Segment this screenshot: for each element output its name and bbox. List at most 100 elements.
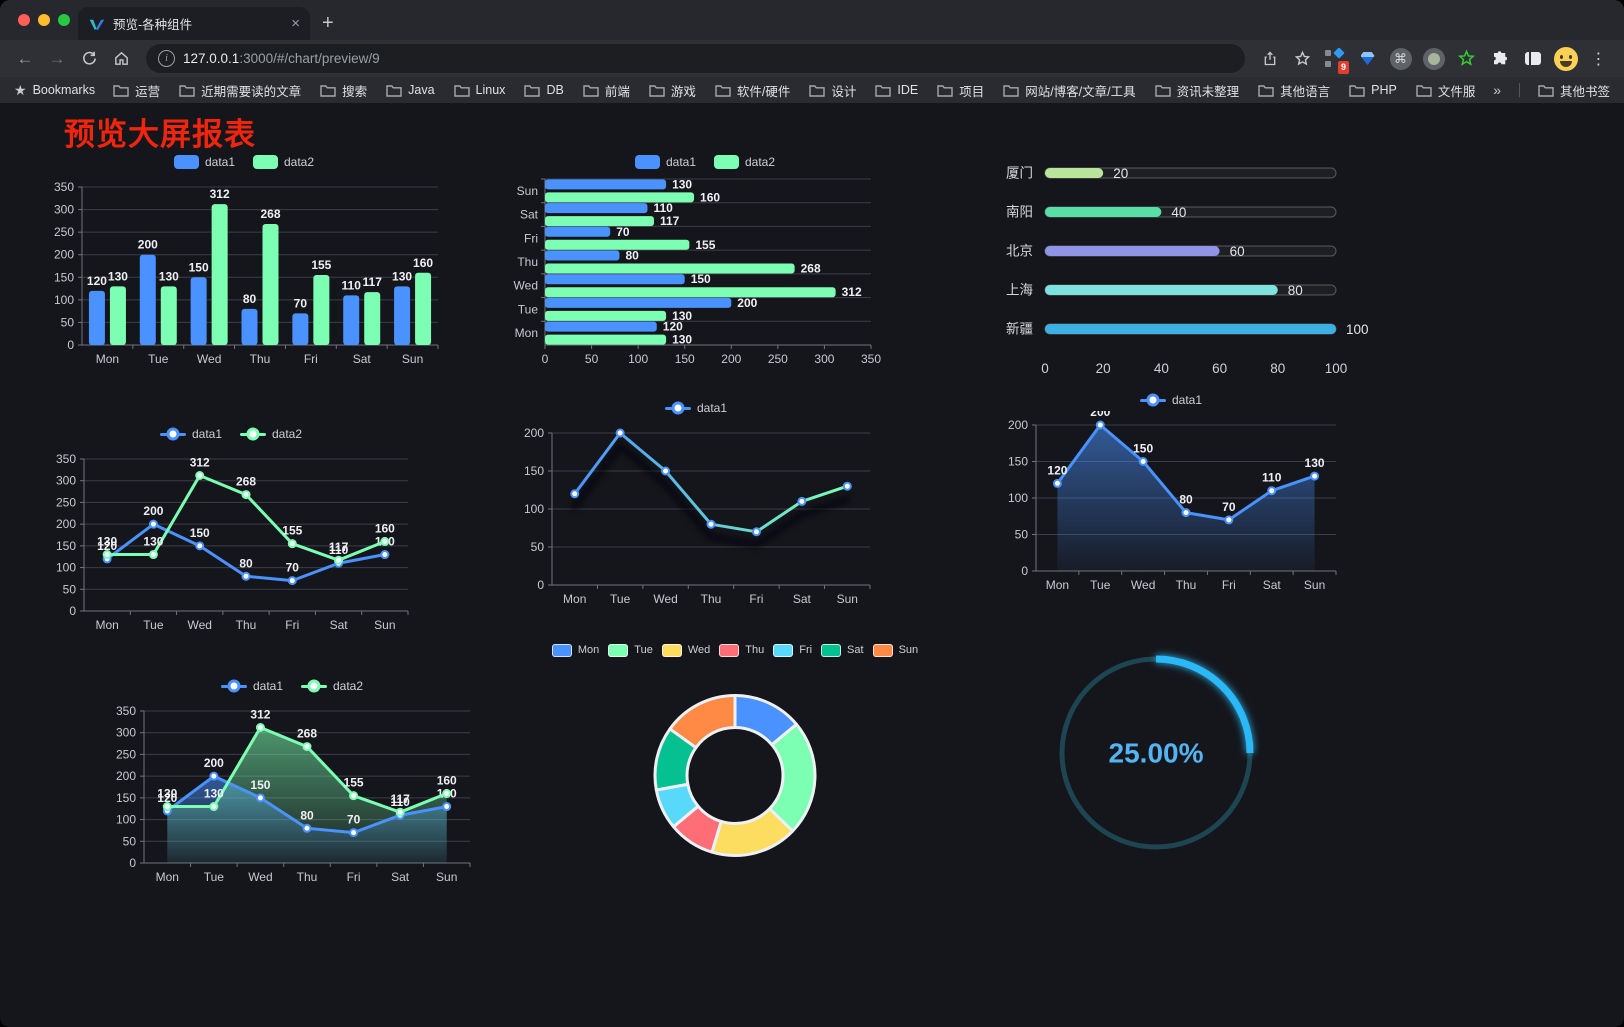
legend-item-data2[interactable]: data2: [714, 155, 775, 169]
legend-item-data1[interactable]: data1: [664, 401, 727, 415]
dot-extension-icon[interactable]: [1418, 44, 1449, 74]
svg-text:350: 350: [54, 180, 74, 194]
bookmark-folder[interactable]: IDE: [875, 81, 918, 100]
bookmark-folder[interactable]: 运营: [113, 81, 160, 100]
info-icon[interactable]: i: [158, 50, 175, 67]
bookmark-folder[interactable]: 网站/博客/文章/工具: [1003, 81, 1136, 100]
legend-item-Tue[interactable]: Tue: [608, 643, 653, 657]
series-data1[interactable]: 120 200 150 80 70 110 130: [545, 177, 758, 334]
bookmarks-label: Bookmarks: [32, 83, 96, 97]
series-data2[interactable]: 130 130 312 268 155 117 160: [97, 456, 395, 565]
bookmark-folder[interactable]: DB: [524, 81, 564, 100]
new-tab-button[interactable]: +: [322, 12, 334, 34]
legend-item-data2[interactable]: data2: [301, 679, 363, 693]
bookmark-folder[interactable]: 前端: [583, 81, 630, 100]
series-data2[interactable]: 130 130 312 268 155 117 160: [108, 187, 433, 345]
series-data1[interactable]: 120 200 150 80 70 110 130: [87, 238, 412, 345]
svg-text:上海: 上海: [1006, 283, 1033, 298]
svg-text:Sat: Sat: [520, 208, 539, 222]
bookmark-folder[interactable]: 设计: [809, 81, 856, 100]
home-icon[interactable]: [106, 44, 136, 74]
extensions-puzzle-icon[interactable]: [1484, 44, 1515, 74]
tab-close-icon[interactable]: ×: [291, 15, 300, 32]
svg-text:Mon: Mon: [1046, 578, 1069, 592]
legend-item-data1[interactable]: data1: [159, 427, 222, 441]
progress-row-新疆[interactable]: 新疆 100: [1006, 322, 1369, 338]
close-window-button[interactable]: [18, 14, 30, 26]
bookmark-folder[interactable]: 资讯未整理: [1154, 81, 1239, 100]
svg-text:80: 80: [1179, 493, 1193, 507]
other-bookmarks-folder[interactable]: 其他书签: [1538, 81, 1610, 100]
legend-item-Sun[interactable]: Sun: [872, 643, 918, 657]
series-data1[interactable]: 120 200 150 80 70 110 130: [97, 504, 395, 586]
bookmark-folder[interactable]: 项目: [937, 81, 984, 100]
pie-slice-Sun[interactable]: [668, 694, 737, 750]
svg-text:40: 40: [1171, 205, 1186, 220]
legend-item-Wed[interactable]: Wed: [661, 643, 710, 657]
series-data1[interactable]: 120 200 150 80 70 110 130: [1047, 411, 1325, 525]
svg-text:117: 117: [329, 540, 349, 554]
bookmark-folder[interactable]: 游戏: [649, 81, 696, 100]
green-star-extension-icon[interactable]: [1451, 44, 1482, 74]
svg-text:130: 130: [1305, 456, 1325, 470]
progress-row-厦门[interactable]: 厦门 20: [1006, 166, 1337, 182]
series-data2[interactable]: 130 130 312 268 155 117 160: [545, 190, 862, 347]
legend-item-Mon[interactable]: Mon: [551, 643, 599, 657]
command-extension-icon[interactable]: ⌘: [1385, 44, 1416, 74]
legend-item-data2[interactable]: data2: [240, 427, 302, 441]
share-icon[interactable]: [1255, 44, 1285, 74]
back-icon[interactable]: ←: [16, 48, 34, 68]
star-icon[interactable]: [1287, 44, 1317, 74]
address-bar[interactable]: i 127.0.0.1:3000/#/chart/preview/9: [146, 44, 1245, 73]
bookmark-folder[interactable]: 其他语言: [1258, 81, 1330, 100]
gem-extension-icon[interactable]: [1352, 44, 1383, 74]
bookmark-folder[interactable]: 文件服务器: [1416, 81, 1475, 100]
bookmark-folder[interactable]: 软件/硬件: [715, 81, 790, 100]
bookmark-folder[interactable]: Java: [386, 81, 435, 100]
svg-text:120: 120: [157, 791, 177, 805]
svg-text:厦门: 厦门: [1006, 166, 1033, 181]
browser-tab[interactable]: 预览-各种组件 ×: [78, 7, 310, 40]
fullscreen-window-button[interactable]: [58, 14, 70, 26]
donut-pie-legend: Mon Tue Wed Thu Fri Sat Sun: [551, 639, 918, 661]
svg-text:120: 120: [87, 274, 107, 288]
series-data1[interactable]: [570, 428, 852, 537]
svg-text:250: 250: [54, 225, 74, 239]
svg-text:110: 110: [390, 795, 410, 809]
svg-text:50: 50: [61, 315, 75, 329]
proxy-extension-icon[interactable]: 9: [1319, 44, 1350, 74]
reload-icon[interactable]: [74, 44, 104, 74]
bookmark-folder[interactable]: Linux: [453, 81, 505, 100]
bookmark-folder[interactable]: 搜索: [320, 81, 367, 100]
svg-text:300: 300: [54, 203, 74, 217]
bookmarks-overflow-chevron[interactable]: »: [1493, 82, 1501, 98]
legend-item-data2[interactable]: data2: [253, 155, 314, 169]
legend-item-data1[interactable]: data1: [634, 155, 696, 169]
chart-grouped-bar: data1 data2 0 50 100 150 200 250 300 350 Mon Tue Wed…: [38, 151, 450, 371]
legend-item-data1[interactable]: data1: [1139, 393, 1202, 407]
two-series-area-line-legend: data1 data2: [100, 675, 484, 697]
progress-row-上海[interactable]: 上海 80: [1006, 283, 1337, 299]
legend-item-Fri[interactable]: Fri: [773, 643, 812, 657]
series-data2[interactable]: 130 130 312 268 155 117 160: [157, 708, 457, 817]
svg-text:Wed: Wed: [653, 592, 677, 606]
profile-avatar[interactable]: [1550, 44, 1581, 74]
legend-item-data1[interactable]: data1: [173, 155, 235, 169]
minimize-window-button[interactable]: [38, 14, 50, 26]
progress-row-北京[interactable]: 北京 60: [1006, 244, 1337, 260]
progress-row-南阳[interactable]: 南阳 40: [1006, 205, 1337, 221]
horizontal-bar-legend: data1 data2: [505, 151, 905, 173]
bookmark-folder[interactable]: 近期需要读的文章: [179, 81, 301, 100]
svg-text:200: 200: [56, 517, 76, 531]
bookmark-folder[interactable]: PHP: [1349, 81, 1397, 100]
folder-icon: [386, 84, 402, 97]
menu-dots-icon[interactable]: ⋮: [1590, 50, 1607, 68]
legend-item-Sat[interactable]: Sat: [821, 643, 864, 657]
bookmarks-root[interactable]: ★ Bookmarks: [14, 82, 95, 99]
legend-item-data1[interactable]: data1: [220, 679, 283, 693]
forward-icon[interactable]: →: [48, 48, 66, 68]
svg-text:0: 0: [542, 352, 549, 366]
legend-item-Thu[interactable]: Thu: [719, 643, 764, 657]
gradient-line-canvas: 0 50 100 150 200 Mon Tue Wed Thu Fri Sat Sun: [524, 426, 871, 606]
sidebar-icon[interactable]: [1517, 44, 1548, 74]
